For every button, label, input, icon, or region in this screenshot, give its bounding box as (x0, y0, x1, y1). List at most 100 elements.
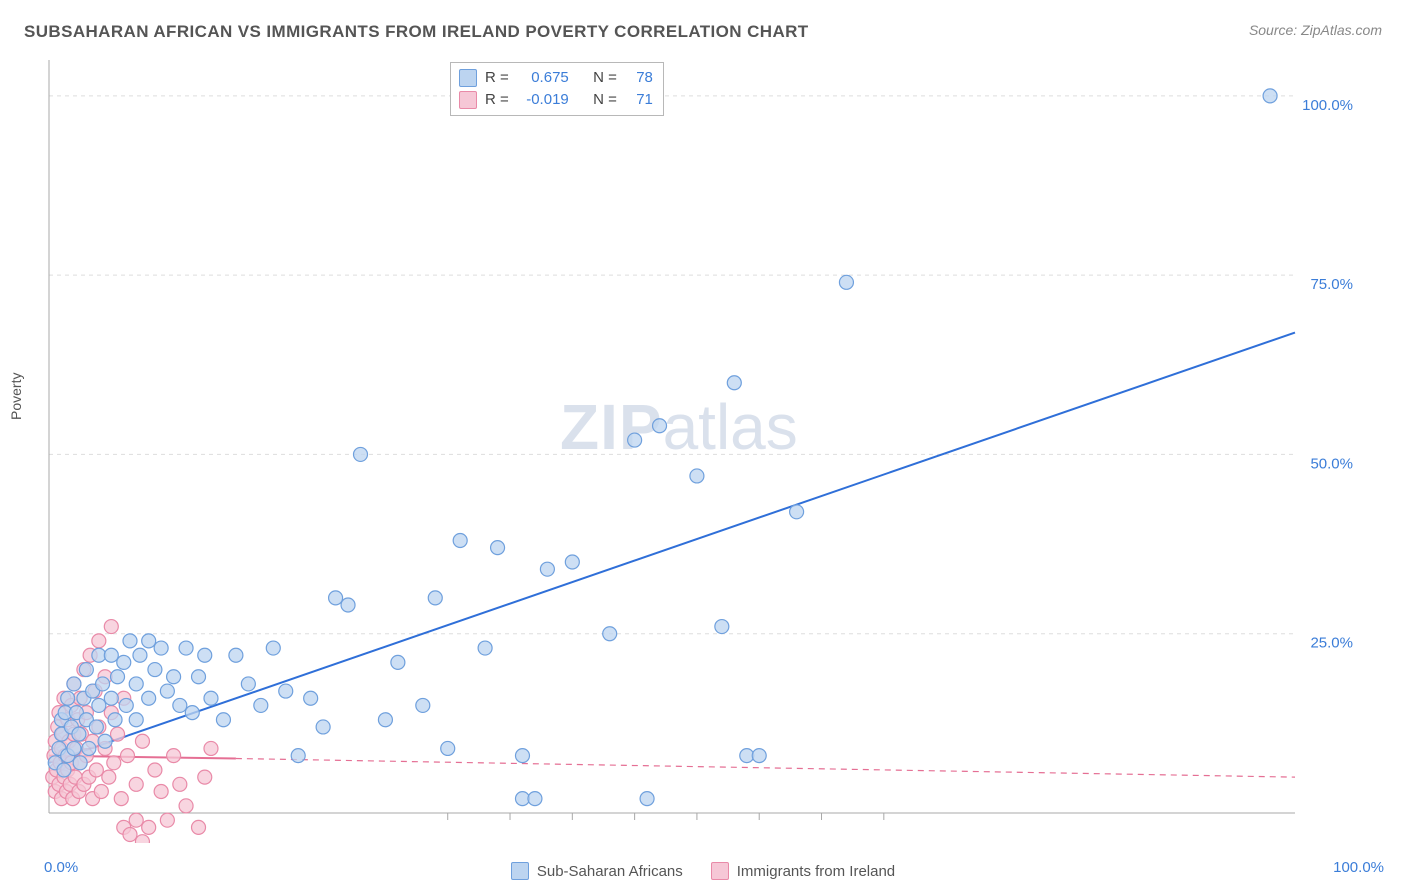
data-point (790, 505, 804, 519)
data-point (96, 677, 110, 691)
data-point (89, 763, 103, 777)
data-point (135, 835, 149, 843)
data-point (129, 777, 143, 791)
data-point (453, 533, 467, 547)
data-point (117, 655, 131, 669)
data-point (142, 634, 156, 648)
data-point (715, 620, 729, 634)
data-point (167, 749, 181, 763)
data-point (241, 677, 255, 691)
data-point (148, 663, 162, 677)
legend-label: Immigrants from Ireland (737, 863, 895, 880)
data-point (173, 777, 187, 791)
data-point (108, 713, 122, 727)
data-point (57, 763, 71, 777)
legend-item-pink: Immigrants from Ireland (711, 862, 895, 880)
data-point (107, 756, 121, 770)
data-point (154, 784, 168, 798)
data-point (123, 634, 137, 648)
series-swatch-blue (459, 69, 477, 87)
data-point (185, 706, 199, 720)
data-point (229, 648, 243, 662)
data-point (179, 641, 193, 655)
data-point (628, 433, 642, 447)
data-point (120, 749, 134, 763)
data-point (92, 698, 106, 712)
data-point (104, 620, 118, 634)
legend-label: Sub-Saharan Africans (537, 863, 683, 880)
data-point (79, 663, 93, 677)
data-point (160, 813, 174, 827)
source-attribution: Source: ZipAtlas.com (1249, 22, 1382, 38)
data-point (192, 670, 206, 684)
n-label: N = (593, 89, 617, 111)
n-value: 78 (625, 67, 653, 89)
data-point (148, 763, 162, 777)
legend: Sub-Saharan Africans Immigrants from Irel… (0, 862, 1406, 880)
data-point (204, 691, 218, 705)
data-point (160, 684, 174, 698)
data-point (73, 756, 87, 770)
data-point (752, 749, 766, 763)
data-point (839, 275, 853, 289)
r-label: R = (485, 89, 509, 111)
data-point (192, 820, 206, 834)
data-point (104, 648, 118, 662)
data-point (341, 598, 355, 612)
data-point (391, 655, 405, 669)
data-point (67, 741, 81, 755)
n-value: 71 (625, 89, 653, 111)
data-point (478, 641, 492, 655)
data-point (142, 691, 156, 705)
data-point (204, 741, 218, 755)
y-tick-label: 100.0% (1302, 97, 1353, 114)
data-point (291, 749, 305, 763)
data-point (119, 698, 133, 712)
data-point (102, 770, 116, 784)
data-point (540, 562, 554, 576)
y-tick-label: 75.0% (1310, 276, 1353, 293)
stats-row: R =-0.019 N =71 (459, 89, 653, 111)
data-point (528, 792, 542, 806)
data-point (154, 641, 168, 655)
chart-title: SUBSAHARAN AFRICAN VS IMMIGRANTS FROM IR… (24, 22, 809, 42)
r-label: R = (485, 67, 509, 89)
data-point (690, 469, 704, 483)
data-point (198, 648, 212, 662)
data-point (216, 713, 230, 727)
correlation-stats-box: R =0.675 N =78R =-0.019 N =71 (450, 62, 664, 116)
data-point (92, 634, 106, 648)
data-point (129, 713, 143, 727)
data-point (565, 555, 579, 569)
data-point (1263, 89, 1277, 103)
data-point (354, 447, 368, 461)
scatter-chart: 25.0%50.0%75.0%100.0% (45, 58, 1385, 843)
data-point (114, 792, 128, 806)
data-point (89, 720, 103, 734)
data-point (133, 648, 147, 662)
data-point (316, 720, 330, 734)
data-point (72, 727, 86, 741)
data-point (179, 799, 193, 813)
stats-row: R =0.675 N =78 (459, 67, 653, 89)
data-point (135, 734, 149, 748)
y-tick-label: 50.0% (1310, 455, 1353, 472)
data-point (198, 770, 212, 784)
data-point (428, 591, 442, 605)
data-point (254, 698, 268, 712)
data-point (129, 677, 143, 691)
data-point (129, 813, 143, 827)
data-point (61, 691, 75, 705)
legend-swatch-pink (711, 862, 729, 880)
data-point (441, 741, 455, 755)
data-point (167, 670, 181, 684)
data-point (279, 684, 293, 698)
legend-swatch-blue (511, 862, 529, 880)
data-point (111, 727, 125, 741)
data-point (142, 820, 156, 834)
data-point (173, 698, 187, 712)
data-point (515, 749, 529, 763)
series-swatch-pink (459, 91, 477, 109)
y-axis-label: Poverty (8, 373, 24, 420)
data-point (266, 641, 280, 655)
